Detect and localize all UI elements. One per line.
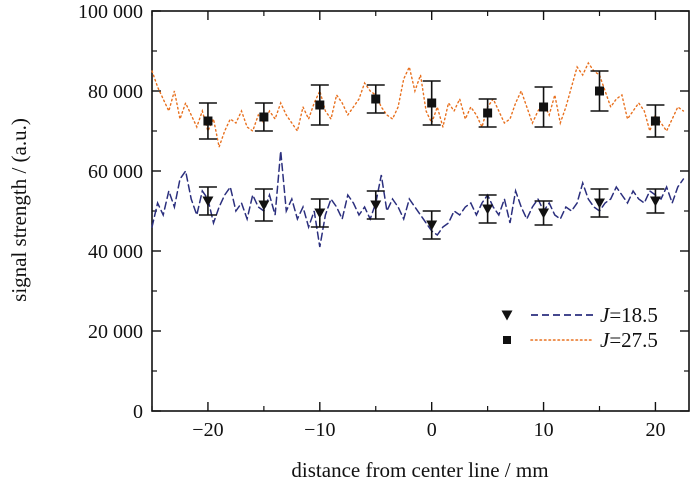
y-tick-label: 20 000 [88,321,143,343]
y-tick-label: 0 [133,401,143,423]
x-axis-title: distance from center line / mm [291,458,548,482]
axis-ticks [151,10,689,412]
y-axis-title: signal strength / (a.u.) [7,118,31,302]
y-tick-label: 80 000 [88,81,143,103]
data-point-triangle [314,208,326,219]
x-tick-label: 10 [534,419,554,441]
data-point-square [650,116,660,126]
y-tick-label: 100 000 [78,1,143,23]
trace-line-j18 [151,150,685,248]
data-point-triangle [538,208,550,219]
legend-marker-square [503,336,511,344]
x-tick-label: −10 [304,419,335,441]
y-tick-label: 60 000 [88,161,143,183]
legend-entry-j18: J=18.5 [501,303,658,327]
data-point-triangle [258,200,270,211]
y-tick-label: 40 000 [88,241,143,263]
trace-lines [151,61,685,248]
data-markers [202,86,661,231]
legend-marker-triangle [501,310,513,321]
data-point-triangle [482,204,494,215]
data-point-square [203,116,213,126]
data-point-square [539,102,549,112]
data-point-square [315,100,325,110]
legend-label-j27: J=27.5 [600,328,658,352]
legend-entry-j27: J=27.5 [503,328,658,352]
trace-line-j27 [151,61,685,150]
data-point-triangle [594,198,605,209]
x-tick-label: −20 [192,419,223,441]
data-point-triangle [426,220,438,231]
legend-label-j18: J=18.5 [600,303,658,327]
data-point-square [259,112,269,122]
error-bars [198,70,665,240]
y-tick-labels: 0 20 000 40 000 60 000 80 000 100 000 [78,1,143,423]
legend: J=18.5 J=27.5 [501,303,658,352]
x-tick-label: 0 [427,419,437,441]
data-point-square [371,94,381,104]
x-tick-label: 20 [645,419,665,441]
data-point-square [427,98,437,108]
data-point-triangle [370,200,382,211]
data-point-square [595,86,604,96]
data-point-square [483,108,493,118]
data-point-triangle [202,196,214,207]
x-tick-labels: −20 −10 0 10 20 [192,419,665,441]
data-point-triangle [649,196,661,207]
